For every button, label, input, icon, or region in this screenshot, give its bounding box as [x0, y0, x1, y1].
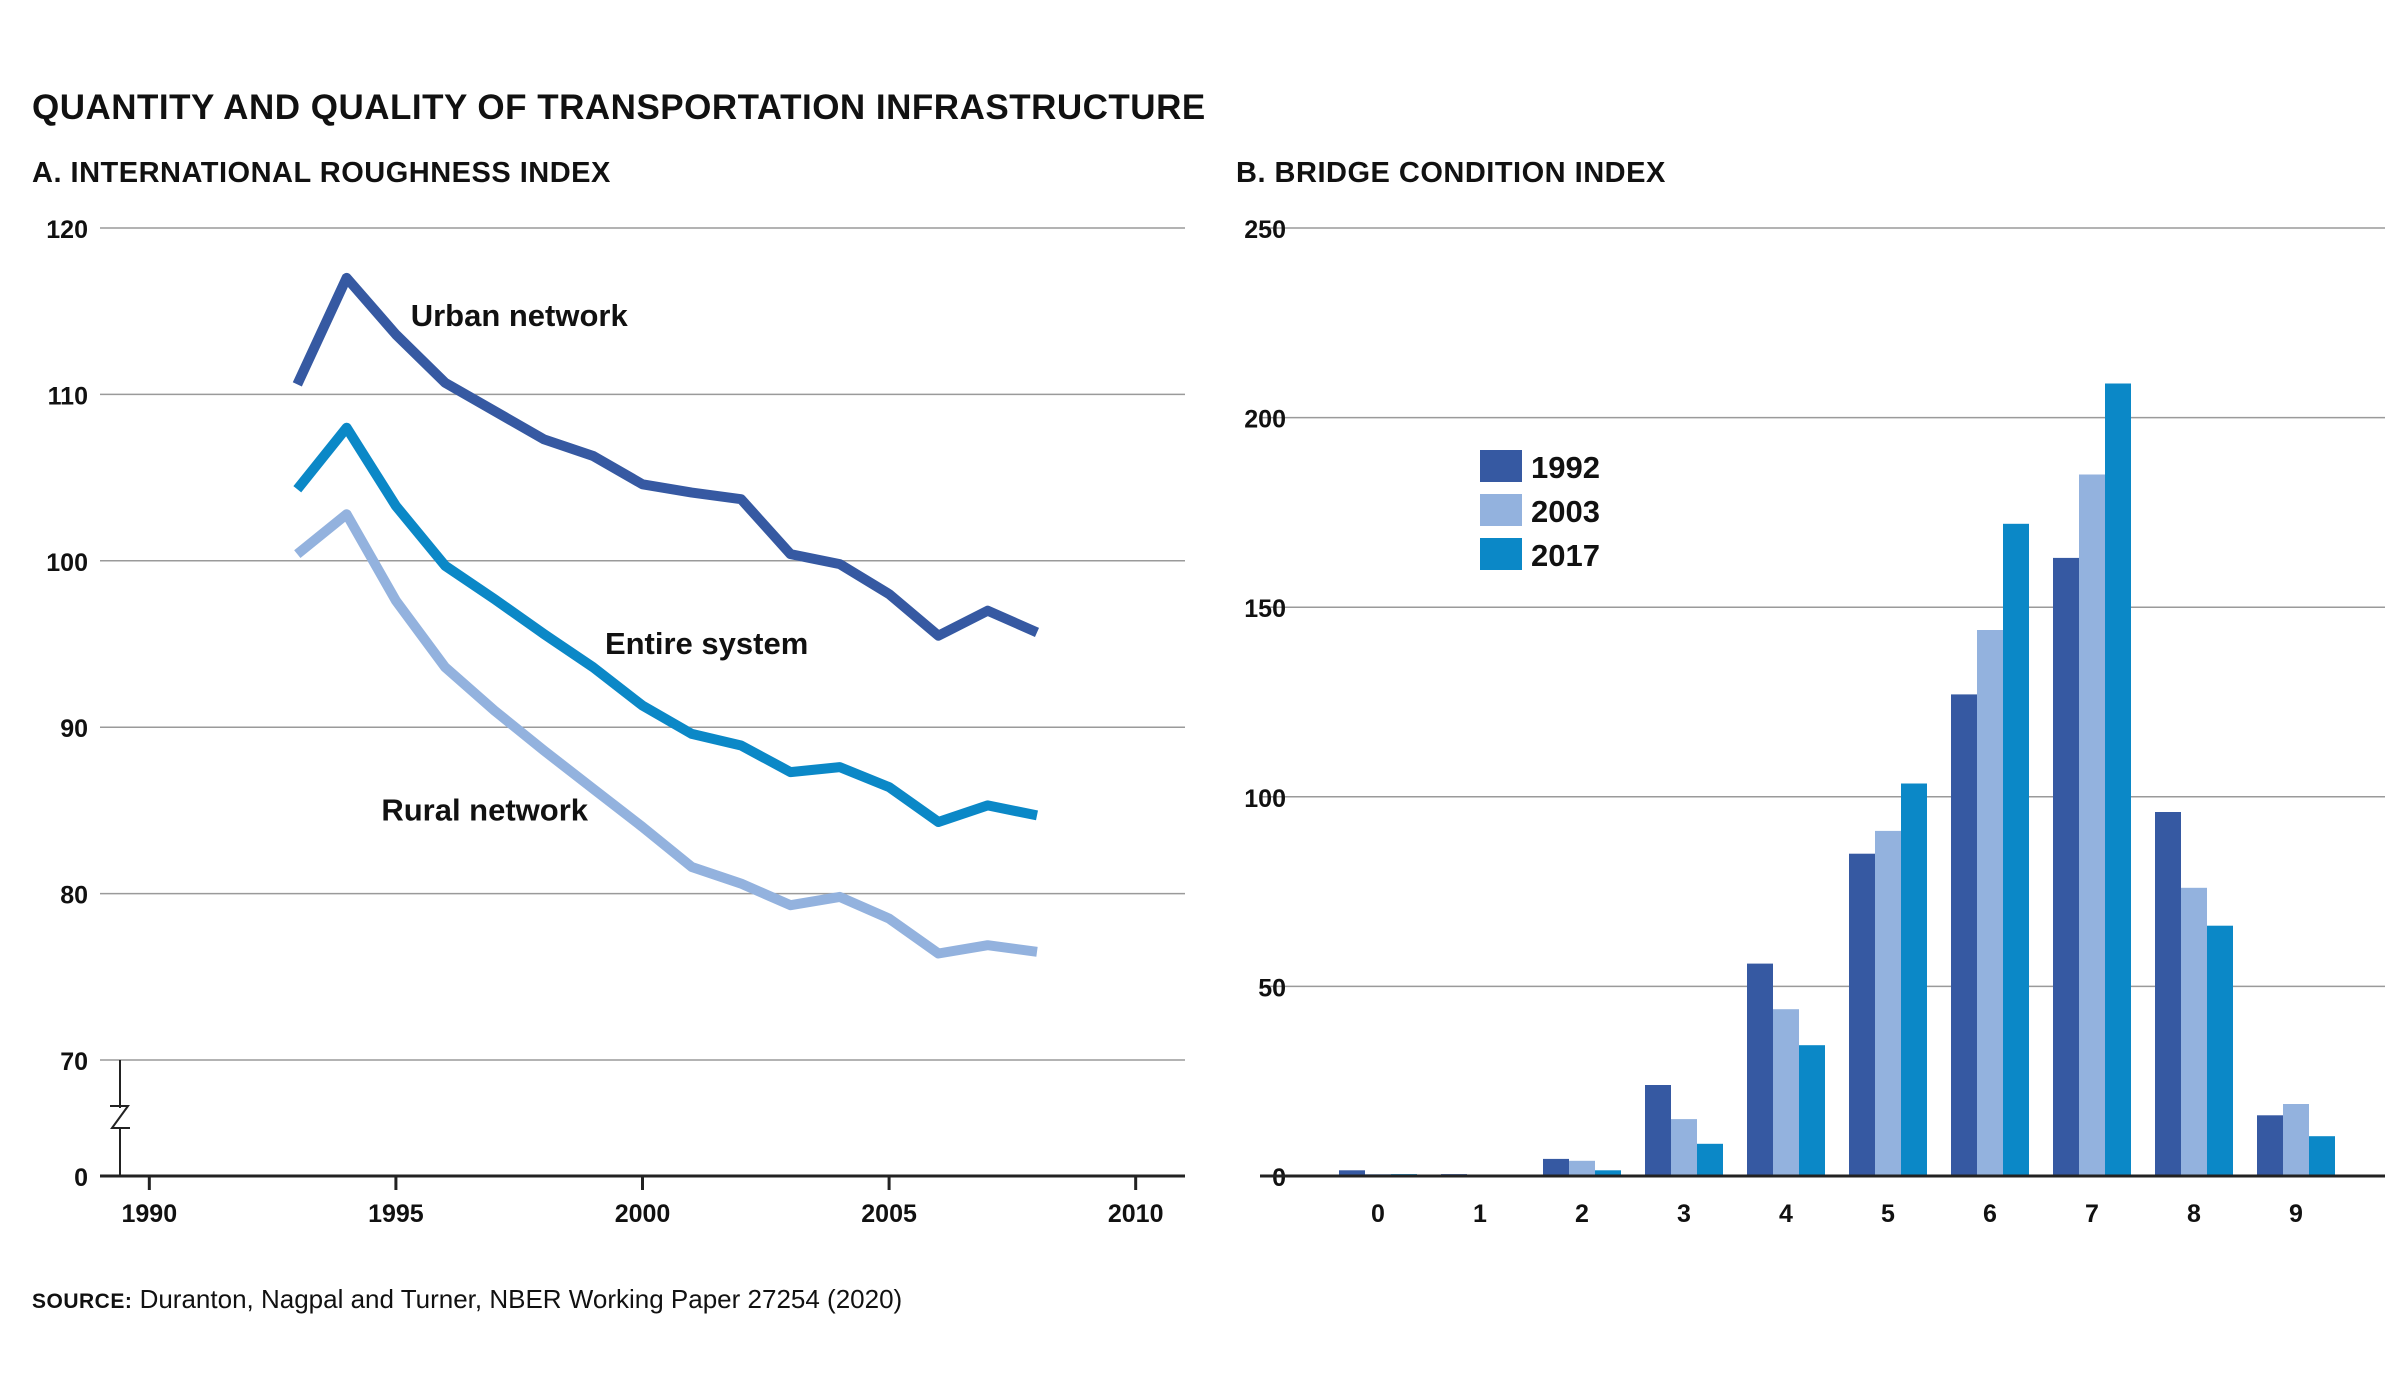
bar-2003-3	[1671, 1119, 1697, 1176]
series-label: Urban network	[411, 298, 629, 333]
bar-1992-8	[2155, 812, 2181, 1176]
y-tick-label: 100	[46, 549, 88, 577]
source-note: SOURCE: Duranton, Nagpal and Turner, NBE…	[32, 1284, 902, 1315]
x-tick-label: 2	[1575, 1200, 1589, 1228]
bridge-bar-chart: 0 50 100 150 200 250 0 1 2 3 4 5 6 7 8 9 1992 2003 2017	[1244, 216, 2385, 1228]
roughness-line-chart: 70 80 90 100 110 120 0 1990 1995 2000 2005 2010 Urba…	[46, 216, 1185, 1228]
y-tick-label: 50	[1258, 974, 1286, 1002]
bar-2017-8	[2207, 925, 2233, 1176]
series-label: Rural network	[381, 792, 588, 827]
x-tick-label: 8	[2187, 1200, 2201, 1228]
figure-title: QUANTITY AND QUALITY OF TRANSPORTATION I…	[32, 88, 1206, 127]
panel-a-title: A. INTERNATIONAL ROUGHNESS INDEX	[32, 157, 611, 189]
bar-2017-3	[1697, 1143, 1723, 1176]
x-tick-label: 2000	[615, 1200, 671, 1228]
axis-break-icon	[110, 1105, 130, 1129]
bar-1992-4	[1747, 963, 1773, 1176]
y-tick-label: 250	[1244, 216, 1286, 244]
source-label: SOURCE:	[32, 1290, 133, 1313]
panel-b-title: B. BRIDGE CONDITION INDEX	[1236, 157, 1666, 189]
bar-1992-0	[1339, 1170, 1365, 1176]
y-tick-label: 100	[1244, 785, 1286, 813]
x-tick-label: 3	[1677, 1200, 1691, 1228]
x-tick-label: 0	[1371, 1200, 1385, 1228]
bar-2003-8	[2181, 887, 2207, 1176]
y-tick-label: 200	[1244, 406, 1286, 434]
bar-2017-4	[1799, 1045, 1825, 1176]
y-tick-label: 150	[1244, 595, 1286, 623]
legend-label: 2017	[1531, 538, 1600, 573]
series-label: Entire system	[605, 626, 808, 661]
x-tick-label: 9	[2289, 1200, 2303, 1228]
x-tick-label: 7	[2085, 1200, 2099, 1228]
bar-1992-2	[1543, 1158, 1569, 1176]
legend-swatch-2017	[1480, 538, 1522, 570]
bar-1992-9	[2257, 1115, 2283, 1176]
bar-2017-9	[2309, 1136, 2335, 1176]
bar-2003-7	[2079, 474, 2105, 1176]
x-tick-label: 1990	[122, 1200, 178, 1228]
legend-label: 1992	[1531, 450, 1600, 485]
legend-label: 2003	[1531, 494, 1600, 529]
legend-swatch-1992	[1480, 450, 1522, 482]
y-tick-label: 0	[1272, 1164, 1286, 1192]
bar-2003-4	[1773, 1009, 1799, 1176]
y-tick-label: 80	[60, 882, 88, 910]
x-tick-label: 5	[1881, 1200, 1895, 1228]
bar-2017-5	[1901, 783, 1927, 1176]
y-tick-label: 90	[60, 715, 88, 743]
bar-2003-2	[1569, 1160, 1595, 1176]
bar-2003-6	[1977, 630, 2003, 1176]
bar-2017-7	[2105, 383, 2131, 1176]
x-tick-label: 1	[1473, 1200, 1487, 1228]
y-tick-label: 110	[48, 382, 88, 410]
x-tick-label: 6	[1983, 1200, 1997, 1228]
series-line-rural-network	[294, 509, 1038, 959]
bar-2017-6	[2003, 523, 2029, 1176]
bar-2017-2	[1595, 1170, 1621, 1176]
x-tick-label: 2010	[1108, 1200, 1164, 1228]
x-tick-label: 2005	[861, 1200, 917, 1228]
source-text: Duranton, Nagpal and Turner, NBER Workin…	[132, 1284, 903, 1314]
bar-1992-3	[1645, 1085, 1671, 1176]
legend-swatch-2003	[1480, 494, 1522, 526]
series-line-urban-network	[292, 272, 1040, 641]
bar-1992-5	[1849, 853, 1875, 1176]
bar-1992-7	[2053, 557, 2079, 1176]
series-line-entire-system	[293, 422, 1038, 827]
y-tick-label: 0	[74, 1164, 88, 1192]
bar-2003-5	[1875, 830, 1901, 1176]
x-tick-label: 4	[1779, 1200, 1793, 1228]
bar-2003-9	[2283, 1104, 2309, 1176]
bar-1992-6	[1951, 694, 1977, 1176]
x-tick-label: 1995	[368, 1200, 424, 1228]
y-tick-label: 70	[60, 1048, 88, 1076]
y-tick-label: 120	[46, 216, 88, 244]
